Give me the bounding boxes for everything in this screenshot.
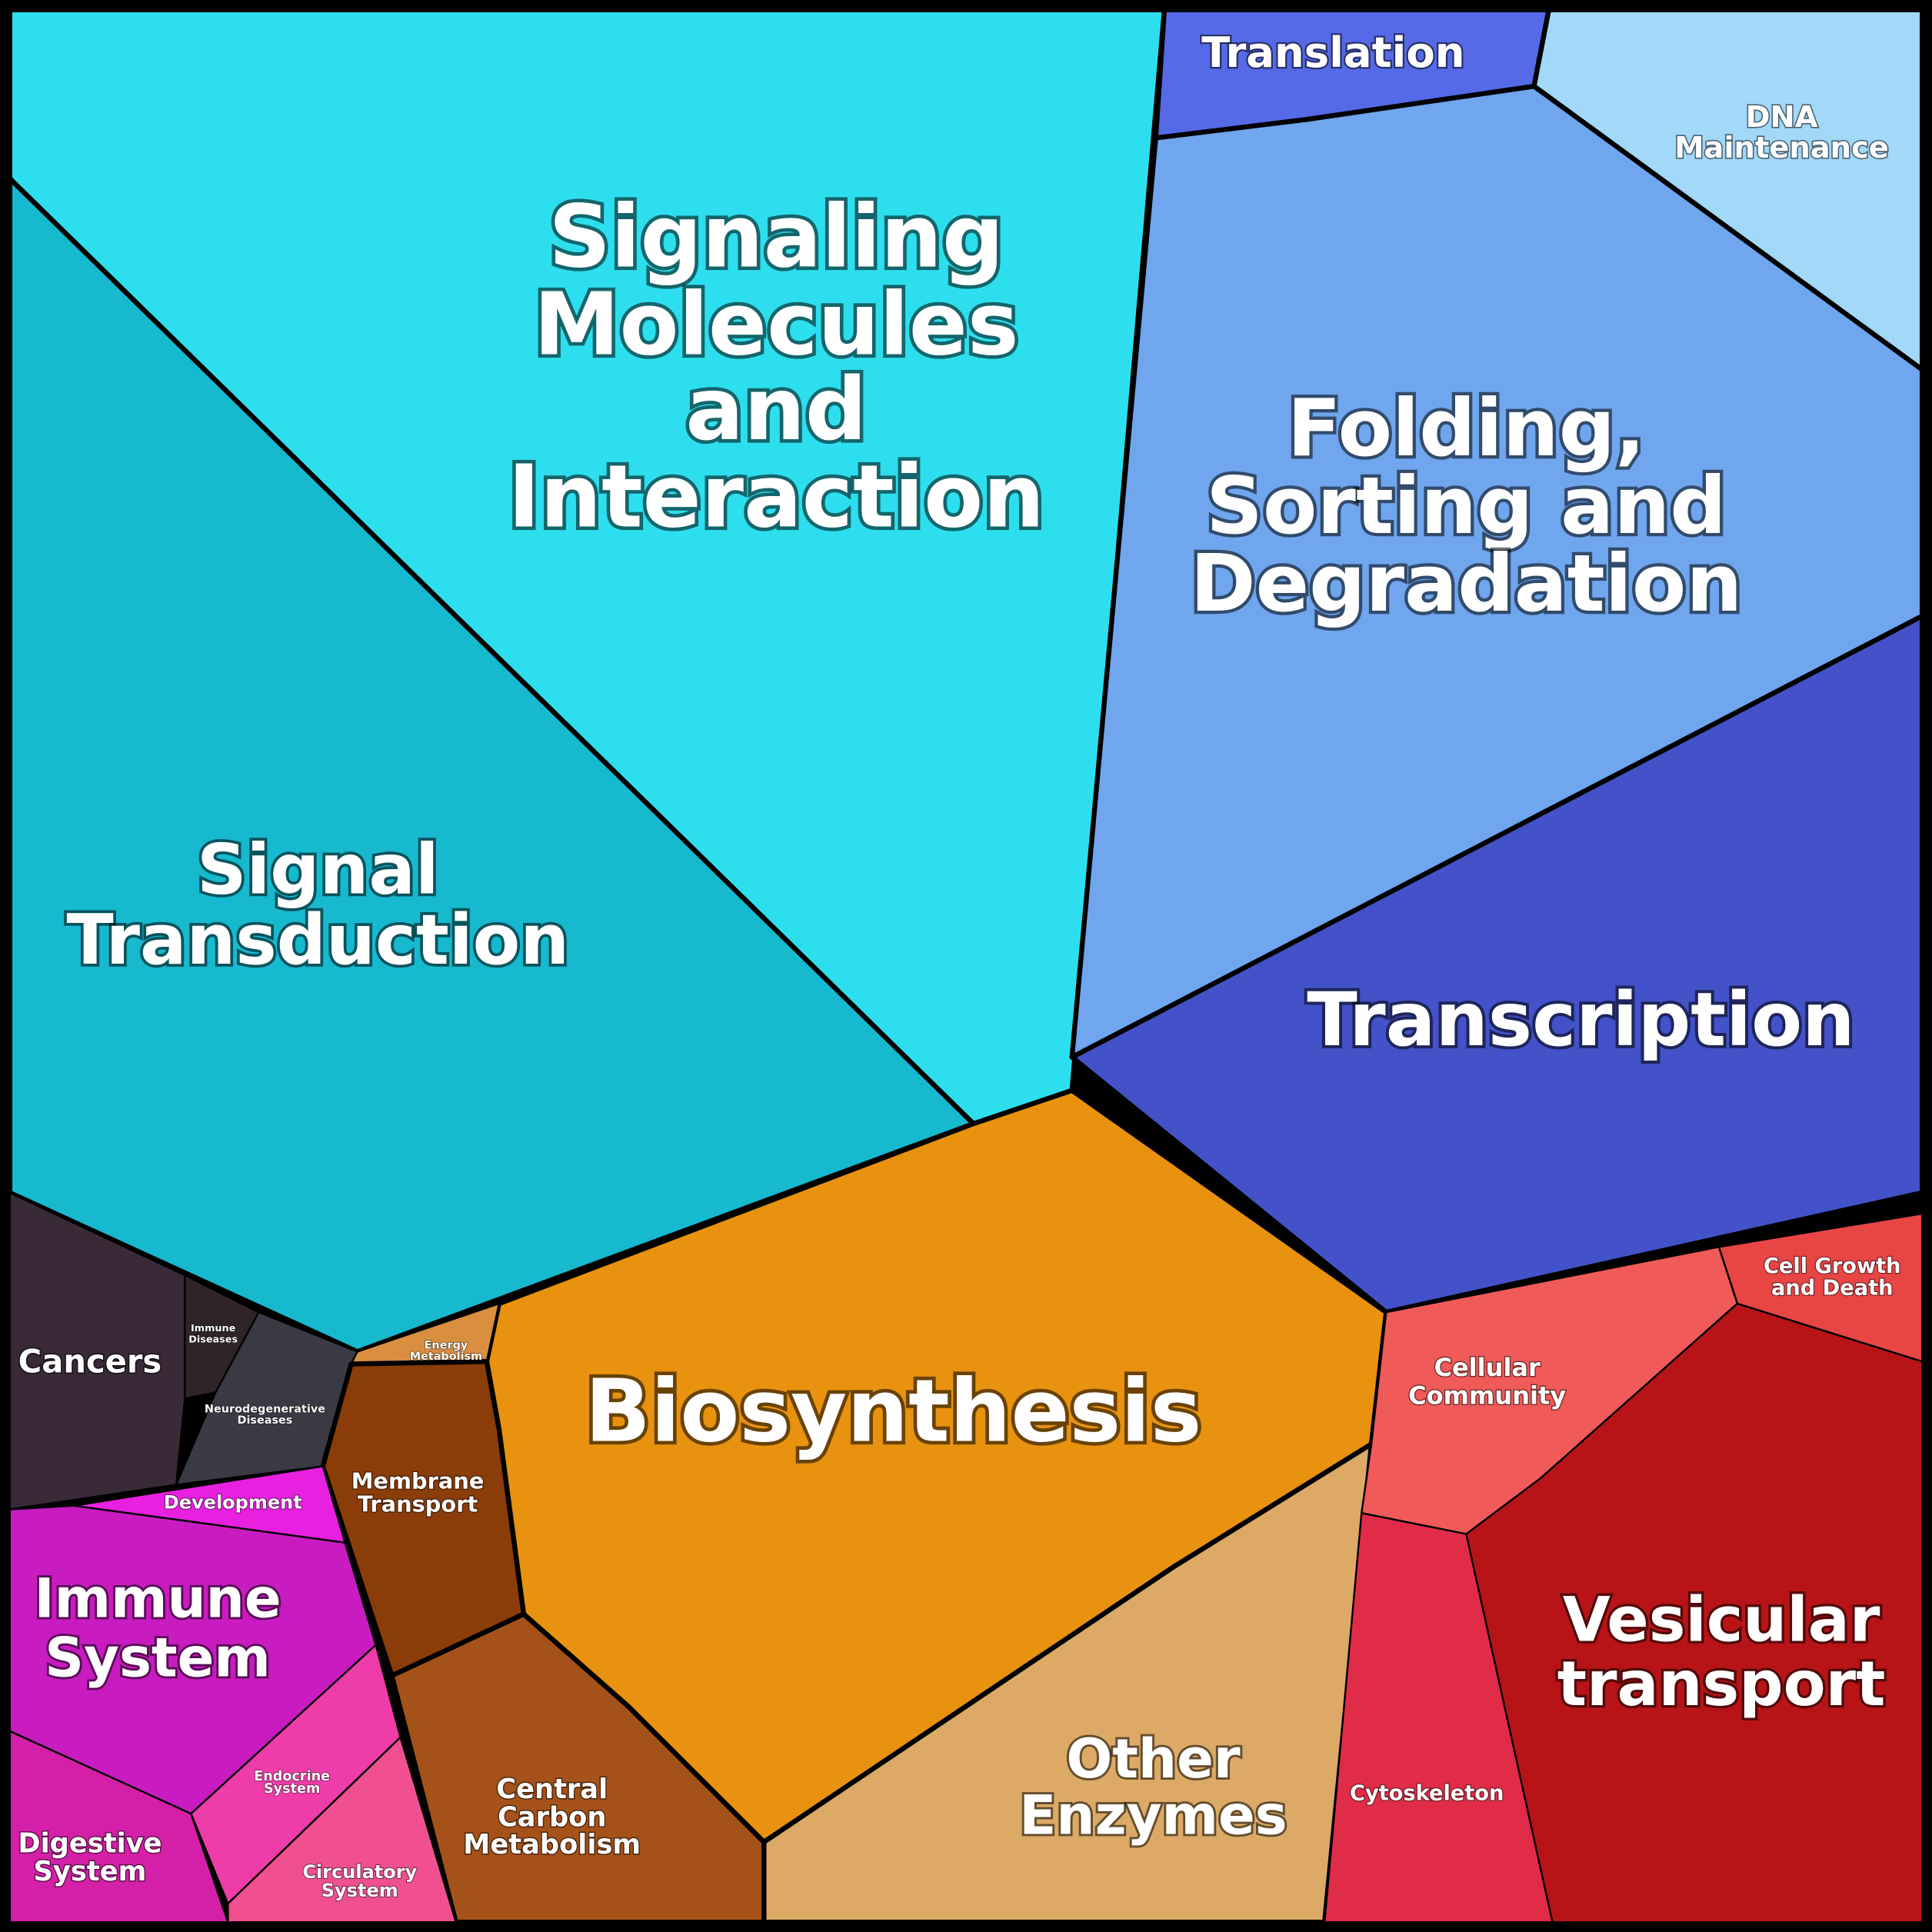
region-label: Translation (1201, 28, 1464, 77)
label-line: Diseases (188, 1334, 238, 1345)
label-line: Carbon (498, 1802, 607, 1834)
label-line: Metabolism (410, 1351, 482, 1363)
label-line: Sorting and (1206, 461, 1727, 552)
region-label: DNA Maintenance (1674, 99, 1889, 165)
label-line: Metabolism (463, 1829, 641, 1860)
label-line: Folding, (1287, 383, 1645, 475)
label-line: Cancers (18, 1342, 162, 1380)
label-line: Cell Growth (1764, 1254, 1901, 1277)
region-label: Circulatory System (302, 1861, 417, 1901)
label-line: DNA (1746, 99, 1818, 134)
label-line: Membrane (351, 1467, 485, 1494)
region-label: Membrane Transport (351, 1467, 485, 1517)
region-label: Transcription (1307, 977, 1854, 1063)
label-line: System (34, 1856, 147, 1887)
label-line: Cellular (1434, 1353, 1541, 1382)
region-label: Cellular Community (1408, 1353, 1566, 1411)
region-label: Immune System (34, 1567, 281, 1689)
region-label: Cytoskeleton (1350, 1781, 1504, 1805)
label-line: Maintenance (1674, 130, 1889, 165)
region-label: Immune Diseases (188, 1323, 238, 1345)
label-line: Development (164, 1491, 302, 1513)
region-label: Energy Metabolism (410, 1339, 482, 1362)
region-label: Central Carbon Metabolism (463, 1774, 641, 1860)
region-label: Signal Transduction (66, 831, 569, 981)
regions (7, 7, 1925, 1925)
label-line: Circulatory (302, 1861, 417, 1883)
label-line: Transcription (1307, 977, 1854, 1063)
label-line: and Death (1771, 1276, 1894, 1300)
label-line: Endocrine (254, 1769, 330, 1784)
label-line: Signal (197, 831, 439, 911)
label-line: Degradation (1190, 538, 1742, 630)
label-line: Cytoskeleton (1350, 1781, 1504, 1805)
label-line: and (685, 360, 867, 460)
label-line: System (264, 1781, 320, 1797)
region-label: Neurodegenerative Diseases (205, 1404, 325, 1427)
region (175, 1311, 358, 1486)
label-line: Enzymes (1019, 1784, 1287, 1847)
region-label: Cancers (18, 1342, 162, 1380)
label-line: Biosynthesis (585, 1361, 1201, 1461)
region-label: Development (164, 1491, 302, 1513)
label-line: Transduction (66, 901, 569, 981)
label-line: Immune (191, 1323, 236, 1334)
label-line: Translation (1201, 28, 1464, 77)
label-line: Diseases (237, 1414, 292, 1427)
region-label: Other Enzymes (1019, 1727, 1287, 1847)
label-line: Neurodegenerative (205, 1404, 325, 1416)
label-line: Other (1066, 1727, 1241, 1790)
region-label: Endocrine System (254, 1769, 330, 1797)
label-line: Community (1408, 1381, 1566, 1411)
region-label: Biosynthesis (585, 1361, 1201, 1461)
region-label: Vesicular transport (1557, 1584, 1886, 1719)
label-line: transport (1557, 1648, 1886, 1720)
region-label: Signaling Molecules and Interaction (508, 187, 1045, 547)
label-line: Transport (358, 1491, 478, 1517)
label-line: Immune (34, 1567, 281, 1630)
label-line: Energy (425, 1339, 468, 1351)
label-line: Vesicular (1563, 1584, 1880, 1655)
label-line: Central (496, 1774, 608, 1805)
label-line: Signaling (548, 187, 1004, 287)
label-line: Molecules (534, 275, 1019, 375)
label-line: Interaction (508, 447, 1045, 547)
label-line: System (45, 1626, 271, 1689)
region-label: Digestive System (18, 1827, 162, 1887)
region-label: Cell Growth and Death (1764, 1254, 1901, 1300)
label-line: System (321, 1880, 398, 1901)
region-label: Folding, Sorting and Degradation (1190, 383, 1742, 630)
label-line: Digestive (18, 1827, 162, 1859)
